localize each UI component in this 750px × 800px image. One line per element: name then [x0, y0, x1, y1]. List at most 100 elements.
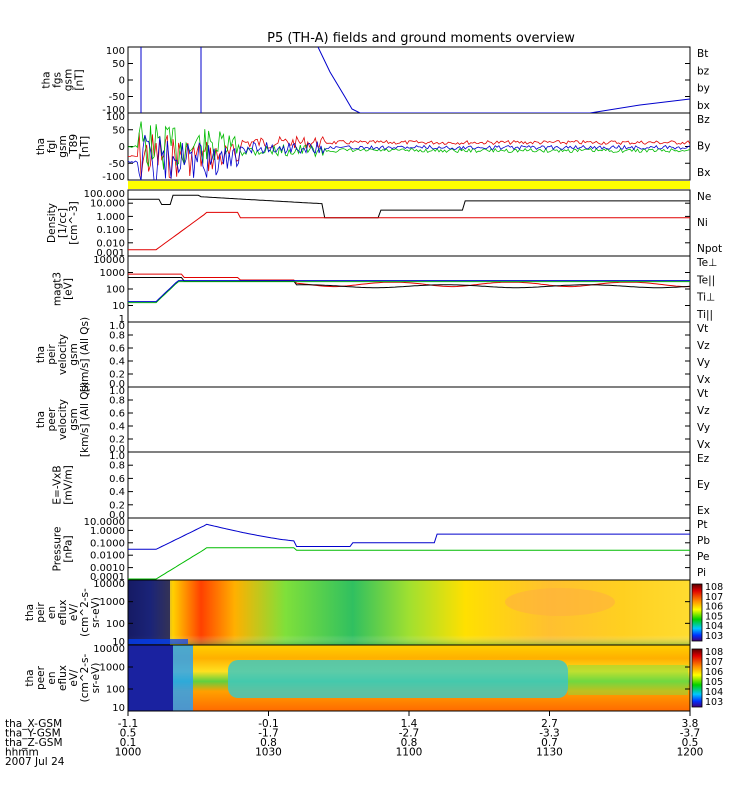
y-label-line: eflux — [57, 600, 69, 626]
y-label-line: [km/s] (All Qs) — [79, 317, 91, 392]
y-axis-label: tha peer en eflux eV/(cm^2-s-sr-eV) — [24, 653, 102, 702]
y-label-line: E=-VxB — [52, 465, 64, 504]
y-label-line: peir — [46, 344, 58, 365]
panel-fgl: 100 50 0 -50 -100 tha fgl gsm _T89 [nT] Bz By Bx — [35, 112, 710, 183]
y-tick-label: 0.6 — [109, 409, 125, 420]
y-label-line: fgs — [52, 72, 64, 88]
y-tick-label: 1.000 — [96, 212, 125, 223]
elecspec-early-dark — [128, 645, 173, 711]
legend-entry: Bt — [697, 48, 708, 60]
y-tick-label: 0 — [119, 142, 125, 153]
y-label-line: fgl — [46, 140, 58, 153]
x-axis-value: 1100 — [396, 747, 423, 759]
y-axis-label: E=-VxB [mV/m] — [52, 465, 75, 504]
y-label-line: eV/ — [68, 669, 80, 687]
legend-entry: Bx — [697, 167, 710, 179]
y-tick-label: 1 — [119, 314, 125, 325]
y-label-line: _T89 — [68, 134, 80, 160]
y-tick-label: 50 — [112, 125, 125, 136]
y-tick-label: 0 — [119, 76, 125, 87]
temp-te-perp-trace — [128, 273, 690, 288]
footer-layer: tha_X-GSM -1.1 -0.1 1.4 2.7 3.8 tha_Y-GSM 0.5 -1… — [5, 711, 703, 768]
legend-entry: Ti⊥ — [696, 292, 715, 304]
x-axis-value: 0.1 — [120, 737, 137, 749]
x-axis-value: 1030 — [255, 747, 282, 759]
colorbar-label: 103 — [705, 631, 723, 642]
legend-entry: Ex — [697, 505, 710, 517]
legend-entry: By — [697, 141, 710, 153]
x-axis-row-label: tha_Y-GSM — [5, 728, 61, 740]
legend-entry: Vz — [697, 340, 710, 352]
x-axis-value: -3.7 — [680, 728, 701, 740]
y-tick-label: 0.8 — [109, 331, 125, 342]
ionspec-bottom-band — [128, 639, 188, 644]
y-tick-label: 0.010 — [96, 238, 125, 249]
y-label-line: [eV] — [63, 278, 75, 300]
y-label-line: [nPa] — [63, 535, 75, 562]
legend-entry: Pb — [697, 535, 710, 547]
y-label-line: peer — [46, 407, 58, 432]
pressure-pb-trace — [128, 523, 690, 550]
legend-entry: Vx — [697, 439, 710, 451]
legend-entry: Vt — [697, 323, 708, 335]
colorbar-label: 107 — [705, 657, 723, 668]
y-label-line: tha — [24, 604, 36, 621]
y-label-line: peer — [35, 665, 47, 690]
y-label-line: (cm^2-s- — [79, 588, 91, 637]
y-tick-label: -50 — [109, 92, 125, 103]
y-axis-label: Pressure [nPa] — [52, 527, 75, 572]
legend-entry: Bz — [697, 114, 710, 126]
y-tick-label: 0.4 — [109, 487, 125, 498]
ionspec-early-dark — [128, 580, 170, 645]
y-label-line: [km/s] (All Qs) — [79, 382, 91, 457]
y-tick-label: 10 — [112, 703, 125, 714]
y-label-line: sr-eV) — [90, 597, 102, 628]
x-axis-value: -1.1 — [118, 718, 139, 730]
fgl-bz-trace — [128, 132, 690, 179]
y-tick-label: 0.0010 — [90, 563, 125, 574]
y-tick-label: 0.0100 — [90, 551, 125, 562]
x-axis-row-label: hhmm — [5, 747, 39, 759]
colorbar-label: 103 — [705, 697, 723, 708]
y-label-line: Pressure — [52, 527, 64, 572]
legend-entry: Vx — [697, 374, 710, 386]
y-label-line: tha — [24, 669, 36, 686]
y-tick-label: 1.0 — [109, 451, 125, 462]
y-label-line: Density — [46, 203, 58, 243]
elecspec-transition — [173, 645, 193, 711]
y-tick-label: -50 — [109, 159, 125, 170]
legend-entry: Pt — [697, 519, 707, 531]
colorbar-strip — [691, 583, 703, 642]
x-axis-value: 0.8 — [260, 737, 277, 749]
panel-frame — [127, 112, 691, 181]
x-axis-value: -3.3 — [539, 728, 560, 740]
legend-entry: Ez — [697, 453, 710, 465]
y-label-line: tha — [35, 138, 47, 155]
y-label-line: peir — [35, 602, 47, 623]
panel-vi: 1.00.8 0.6 0.4 0.20.0 tha peir velocity gsm [km/… — [35, 317, 710, 392]
y-label-line: eflux — [57, 665, 69, 691]
y-tick-label: 1.0 — [109, 321, 125, 332]
y-label-line: tha — [35, 411, 47, 428]
elecspec-cool-band — [228, 660, 568, 698]
y-tick-label: 0.2 — [109, 370, 125, 381]
colorbar-label: 105 — [705, 611, 723, 622]
x-axis-value: 1.4 — [401, 718, 418, 730]
x-axis-value: 0.7 — [541, 737, 558, 749]
legend-entry: bx — [697, 100, 710, 112]
elecspec-mid-band — [568, 665, 688, 695]
y-tick-label: 1000 — [100, 663, 125, 674]
y-tick-label: -100 — [102, 172, 125, 183]
ionspec-hot-patch — [505, 588, 615, 616]
y-axis-label: tha fgs gsm [nT] — [41, 69, 86, 91]
y-tick-label: 0.2 — [109, 435, 125, 446]
panel-ionspec: 10000 1000 100 10 tha peir en eflux eV/(cm^2-s-s… — [24, 579, 691, 648]
y-tick-label: 0.2 — [109, 500, 125, 511]
y-tick-label: 0.6 — [109, 344, 125, 355]
x-axis-value: -0.1 — [258, 718, 279, 730]
y-tick-label: 1000 — [100, 597, 125, 608]
legend-entry: Ne — [697, 191, 711, 203]
